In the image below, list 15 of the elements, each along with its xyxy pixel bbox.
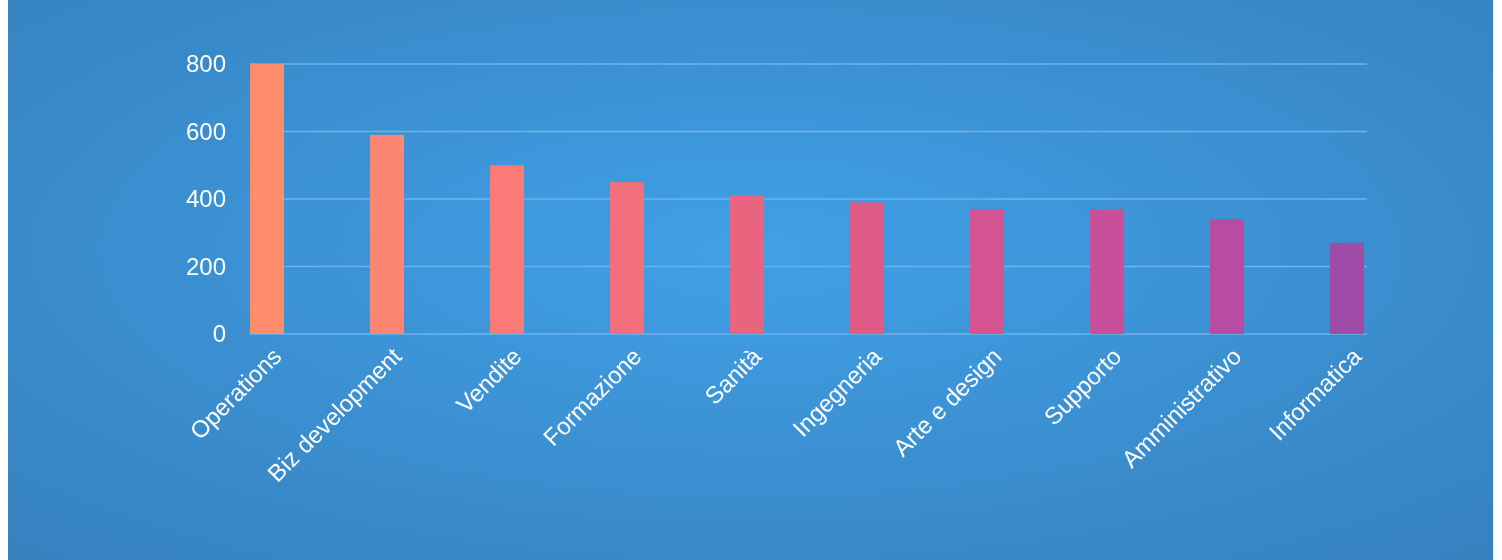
bar — [1330, 242, 1364, 334]
bar — [1090, 209, 1124, 334]
bar — [1210, 219, 1244, 334]
bar — [610, 182, 644, 334]
y-tick-label: 0 — [212, 320, 226, 348]
y-tick-label: 800 — [185, 50, 226, 78]
bar — [370, 134, 404, 334]
bar — [490, 165, 524, 334]
y-tick-label: 200 — [185, 252, 226, 280]
bar — [250, 64, 284, 334]
y-tick-label: 400 — [185, 185, 226, 213]
y-tick-label: 600 — [185, 117, 226, 145]
bar — [970, 209, 1004, 334]
bar — [730, 195, 764, 334]
bar — [850, 202, 884, 334]
